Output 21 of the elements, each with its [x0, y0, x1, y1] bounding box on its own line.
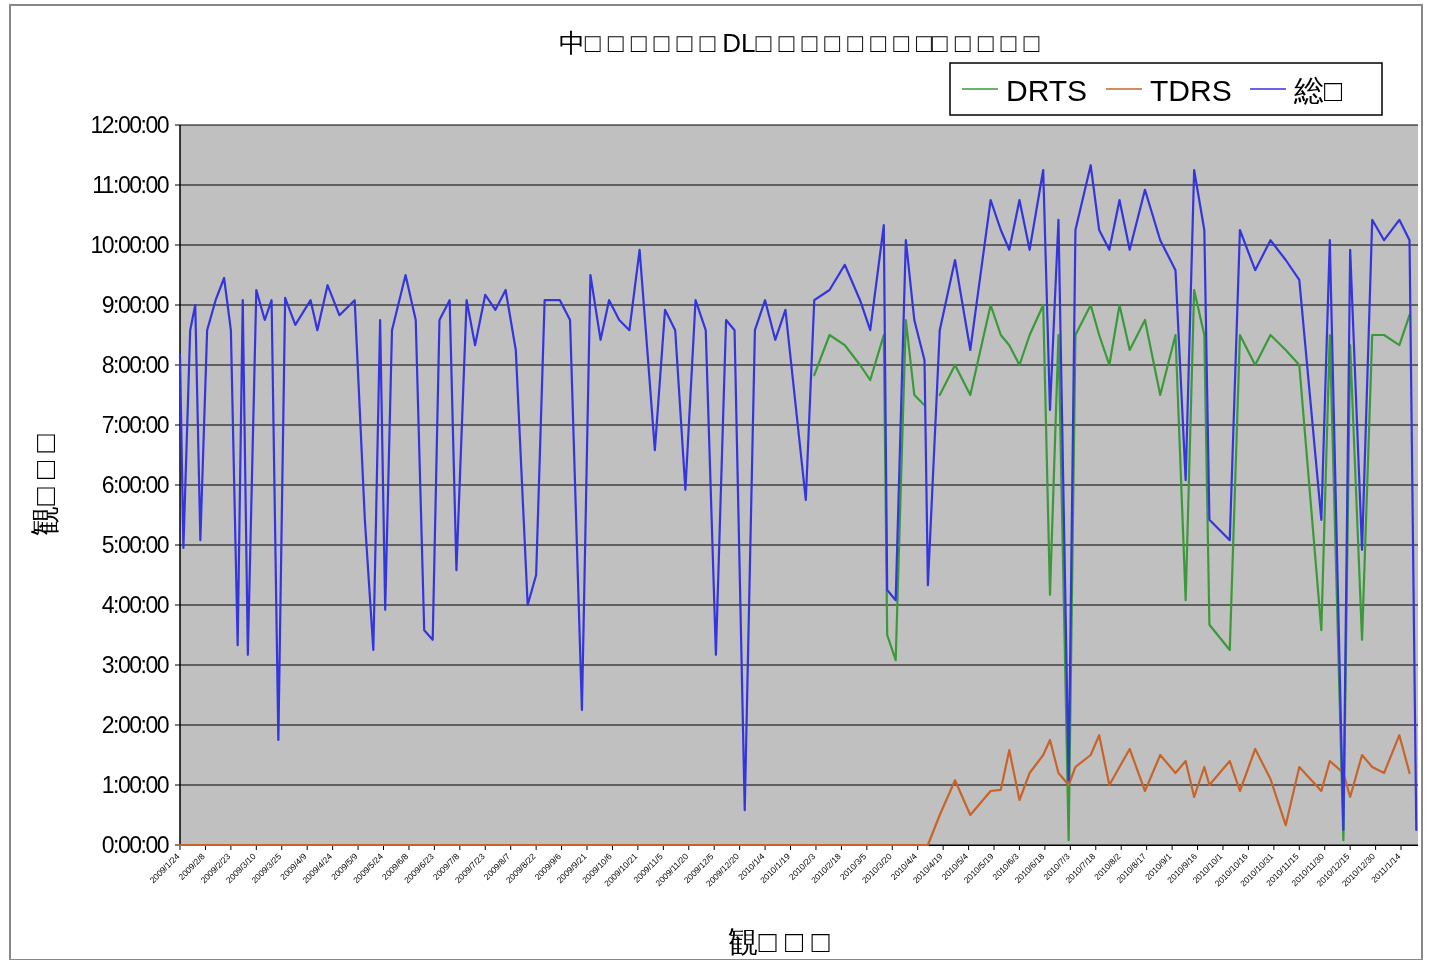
legend-label: 総□: [1293, 74, 1343, 107]
y-tick-label: 6:00:00: [101, 472, 169, 498]
y-tick-label: 10:00:00: [90, 232, 169, 258]
y-tick-label: 0:00:00: [101, 832, 169, 858]
y-axis-title: 観□ □ □: [28, 433, 61, 536]
y-tick-label: 11:00:00: [92, 172, 169, 198]
line-series: [178, 164, 1418, 832]
y-tick-label: 4:00:00: [101, 592, 169, 618]
legend-label: DRTS: [1006, 74, 1088, 107]
y-tick-label: 8:00:00: [101, 352, 169, 378]
y-tick-label: 12:00:00: [90, 112, 169, 138]
legend-label: TDRS: [1150, 74, 1232, 107]
y-tick-label: 9:00:00: [101, 292, 169, 318]
x-axis-title: 観□ □ □: [728, 925, 831, 958]
y-tick-label: 2:00:00: [101, 712, 169, 738]
y-tick-label: 7:00:00: [101, 412, 169, 438]
y-tick-label: 1:00:00: [101, 772, 169, 798]
y-tick-label: 5:00:00: [101, 532, 169, 558]
y-tick-label: 3:00:00: [101, 652, 169, 678]
line-series: [178, 734, 1411, 847]
chart-title: 中□ □ □ □ □ □ DL□ □ □ □ □ □ □ □□ □ □ □ □: [558, 28, 1040, 58]
